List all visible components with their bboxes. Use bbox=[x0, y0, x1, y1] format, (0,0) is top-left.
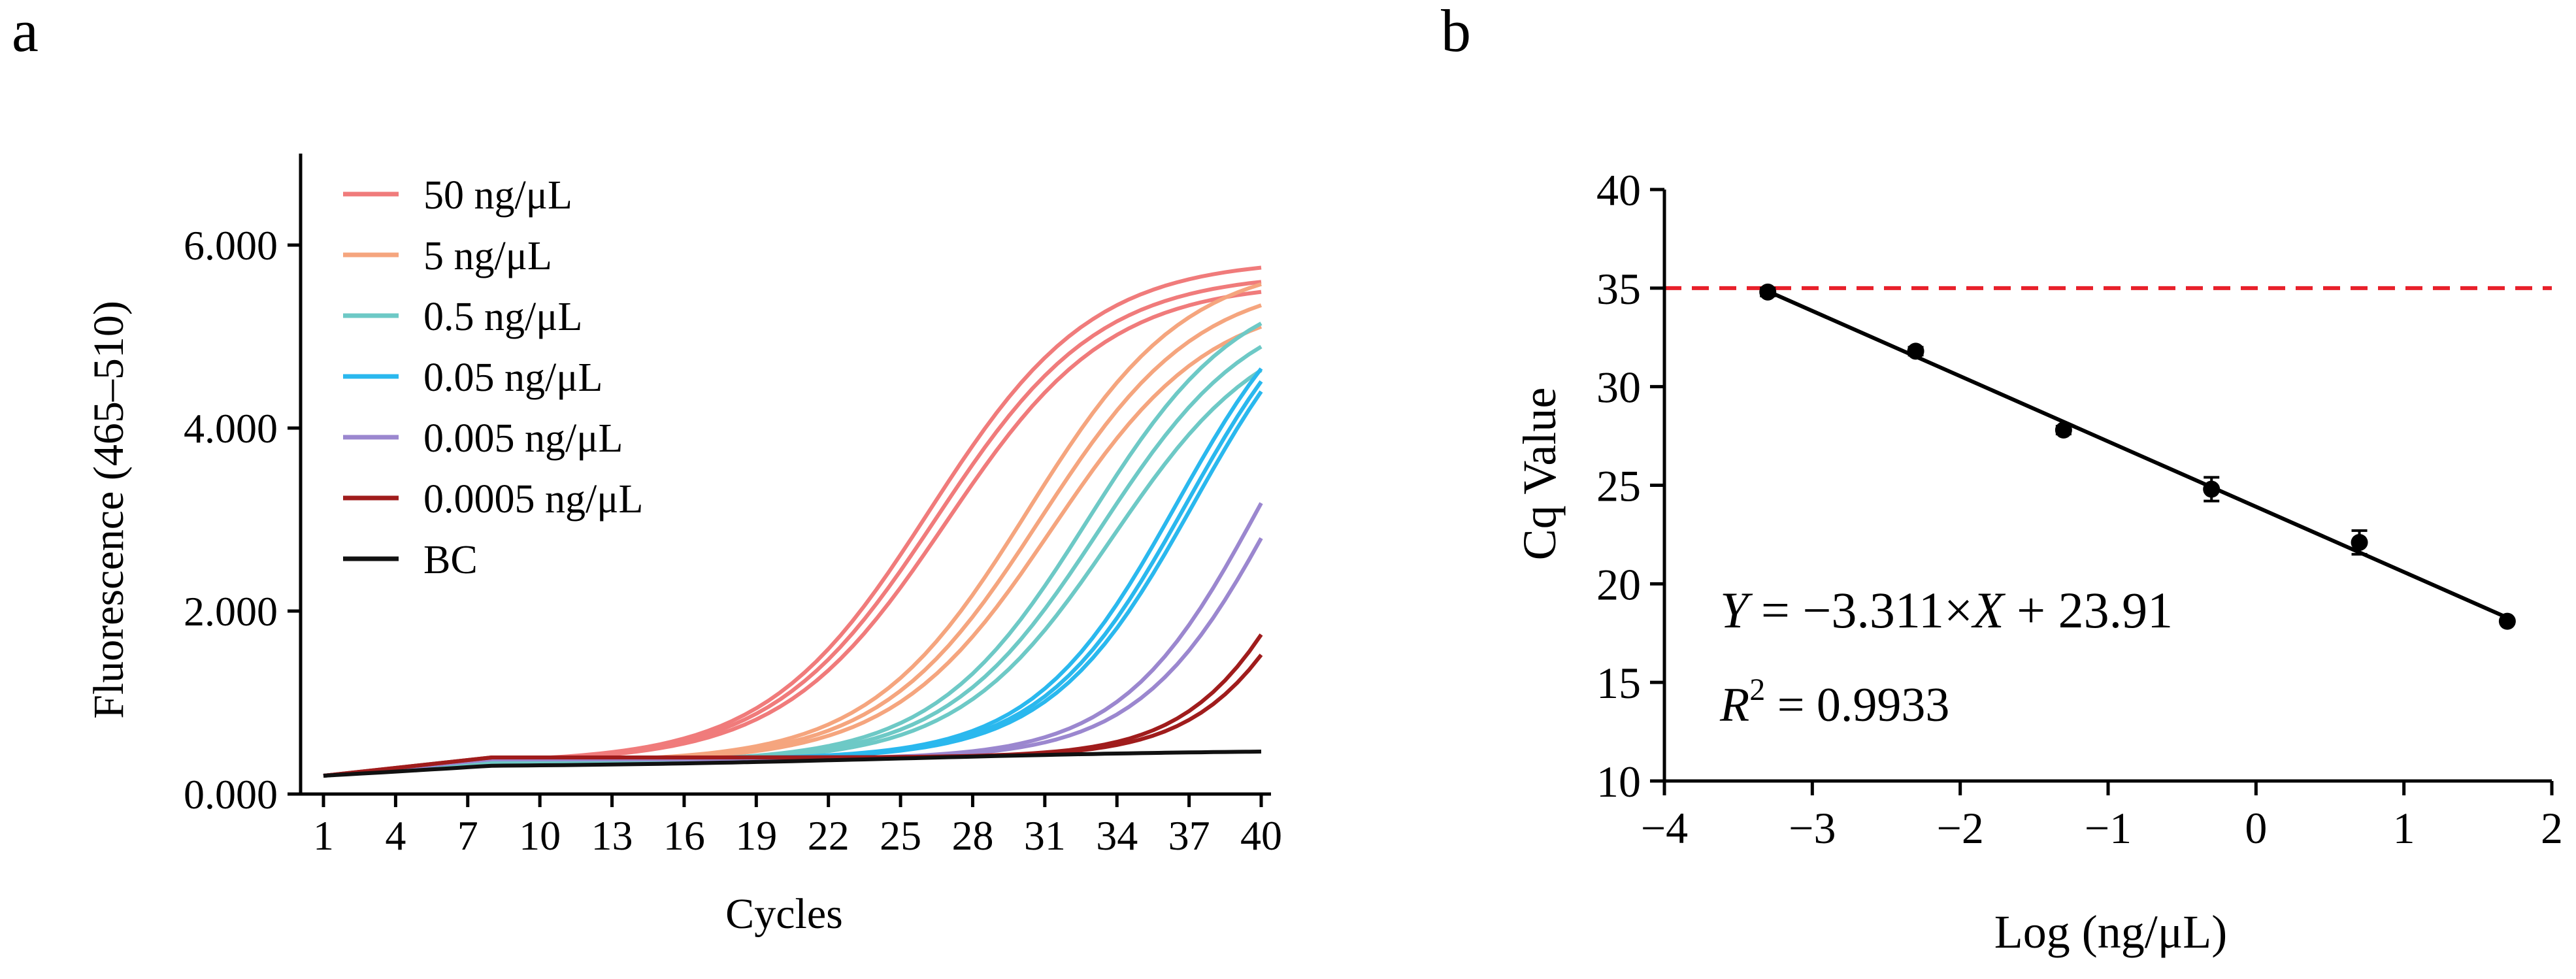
data-point bbox=[2055, 422, 2072, 439]
panel-b-x-tick-label: 0 bbox=[2245, 803, 2267, 853]
panel-a-legend: 50 ng/μL 5 ng/μL 0.5 ng/μL 0.05 ng/μL 0.005 … bbox=[343, 173, 643, 582]
panel-b-x-tick-label: −2 bbox=[1936, 803, 1983, 853]
curve-bc-rep1 bbox=[323, 750, 1262, 778]
panel-a-x-tick-label: 19 bbox=[735, 812, 777, 859]
panel-a-x-tick-label: 1 bbox=[313, 812, 334, 859]
panel-a-chart: 1 4 7 10 13 16 19 22 25 28 31 34 37 40 0.000 2.000 4.00… bbox=[85, 154, 1282, 938]
panel-b-y-tick-label: 15 bbox=[1596, 658, 1641, 708]
data-point bbox=[1907, 342, 1924, 360]
panel-b-x-tick-label: 1 bbox=[2393, 803, 2415, 853]
panel-b-y-tick-label: 30 bbox=[1596, 363, 1641, 412]
legend-label-bc: BC bbox=[423, 538, 478, 582]
panel-a-x-tick-label: 25 bbox=[880, 812, 921, 859]
curve-0-0005-ng-l-rep2 bbox=[323, 654, 1263, 778]
legend-label-0-05-ng-l: 0.05 ng/μL bbox=[423, 356, 603, 400]
panel-a-y-axis-label: Fluorescence (465–510) bbox=[85, 301, 133, 719]
panel-b-r-squared: R2 = 0.9933 bbox=[1719, 672, 1949, 732]
panel-a-y-tick-label: 6.000 bbox=[184, 222, 278, 269]
panel-a-y-tick-label: 4.000 bbox=[184, 405, 278, 452]
r2-superscript: 2 bbox=[1749, 672, 1765, 707]
panel-b-x-tick-label: −4 bbox=[1641, 803, 1688, 853]
panel-b-x-tick-label: 2 bbox=[2541, 803, 2563, 853]
panel-a-curves bbox=[323, 265, 1263, 778]
legend-label-0-005-ng-l: 0.005 ng/μL bbox=[423, 416, 623, 461]
data-point bbox=[2351, 533, 2368, 551]
legend-label-50-ng-l: 50 ng/μL bbox=[423, 173, 572, 218]
panel-a-x-tick-label: 13 bbox=[591, 812, 633, 859]
panel-b-x-tick-label: −3 bbox=[1789, 803, 1836, 853]
panel-label-a: a bbox=[12, 0, 39, 64]
data-point bbox=[2203, 480, 2221, 498]
panel-a-y-ticks: 0.000 2.000 4.000 6.000 bbox=[184, 222, 301, 818]
panel-a-x-ticks: 1 4 7 10 13 16 19 22 25 28 31 34 37 40 bbox=[313, 794, 1282, 859]
equation-intercept: + 23.91 bbox=[2004, 582, 2173, 639]
panel-b-y-tick-label: 10 bbox=[1596, 757, 1641, 806]
panel-a-x-tick-label: 40 bbox=[1240, 812, 1282, 859]
panel-a-x-tick-label: 10 bbox=[519, 812, 561, 859]
equation-y-var: Y bbox=[1720, 582, 1753, 639]
panel-a-x-tick-label: 31 bbox=[1024, 812, 1066, 859]
equation-x-var: X bbox=[1971, 582, 2006, 639]
panel-a-x-tick-label: 16 bbox=[663, 812, 705, 859]
panel-b-x-axis-label: Log (ng/μL) bbox=[1994, 906, 2228, 958]
panel-label-b: b bbox=[1441, 0, 1471, 64]
r2-letter: R bbox=[1719, 678, 1749, 732]
panel-a-y-tick-label: 0.000 bbox=[184, 771, 278, 818]
panel-b-y-tick-label: 40 bbox=[1596, 165, 1641, 215]
panel-a-x-tick-label: 28 bbox=[951, 812, 993, 859]
panel-b-y-tick-label: 25 bbox=[1596, 461, 1641, 511]
panel-a-x-tick-label: 34 bbox=[1096, 812, 1138, 859]
panel-a-x-tick-label: 37 bbox=[1168, 812, 1210, 859]
panel-b-x-tick-label: −1 bbox=[2085, 803, 2132, 853]
panel-b-chart: −4 −3 −2 −1 0 1 2 10 15 20 25 30 35 40 Y = −3.311×X … bbox=[1513, 165, 2563, 958]
panel-a-x-tick-label: 7 bbox=[457, 812, 478, 859]
panel-b-equation: Y = −3.311×X + 23.91 bbox=[1720, 582, 2173, 639]
data-point bbox=[2498, 612, 2516, 630]
panel-a-x-tick-label: 4 bbox=[385, 812, 406, 859]
panel-b-y-tick-label: 20 bbox=[1596, 559, 1641, 609]
legend-label-5-ng-l: 5 ng/μL bbox=[423, 234, 552, 278]
panel-b-y-ticks: 10 15 20 25 30 35 40 bbox=[1596, 165, 1664, 806]
legend-label-0-5-ng-l: 0.5 ng/μL bbox=[423, 295, 582, 339]
panel-b-regression-line bbox=[1766, 289, 2509, 620]
panel-b-x-ticks: −4 −3 −2 −1 0 1 2 bbox=[1641, 781, 2563, 853]
r2-value: = 0.9933 bbox=[1765, 678, 1949, 732]
data-point bbox=[1759, 283, 1777, 301]
panel-a-x-tick-label: 22 bbox=[808, 812, 850, 859]
panel-a-x-axis-label: Cycles bbox=[725, 890, 843, 938]
legend-label-0-0005-ng-l: 0.0005 ng/μL bbox=[423, 477, 643, 522]
panel-a-y-tick-label: 2.000 bbox=[184, 588, 278, 635]
panel-b-y-tick-label: 35 bbox=[1596, 264, 1641, 314]
equation-coefficient: = −3.311× bbox=[1748, 582, 1973, 639]
panel-b-points bbox=[1759, 283, 2516, 630]
panel-b-y-axis-label: Cq Value bbox=[1513, 388, 1566, 561]
